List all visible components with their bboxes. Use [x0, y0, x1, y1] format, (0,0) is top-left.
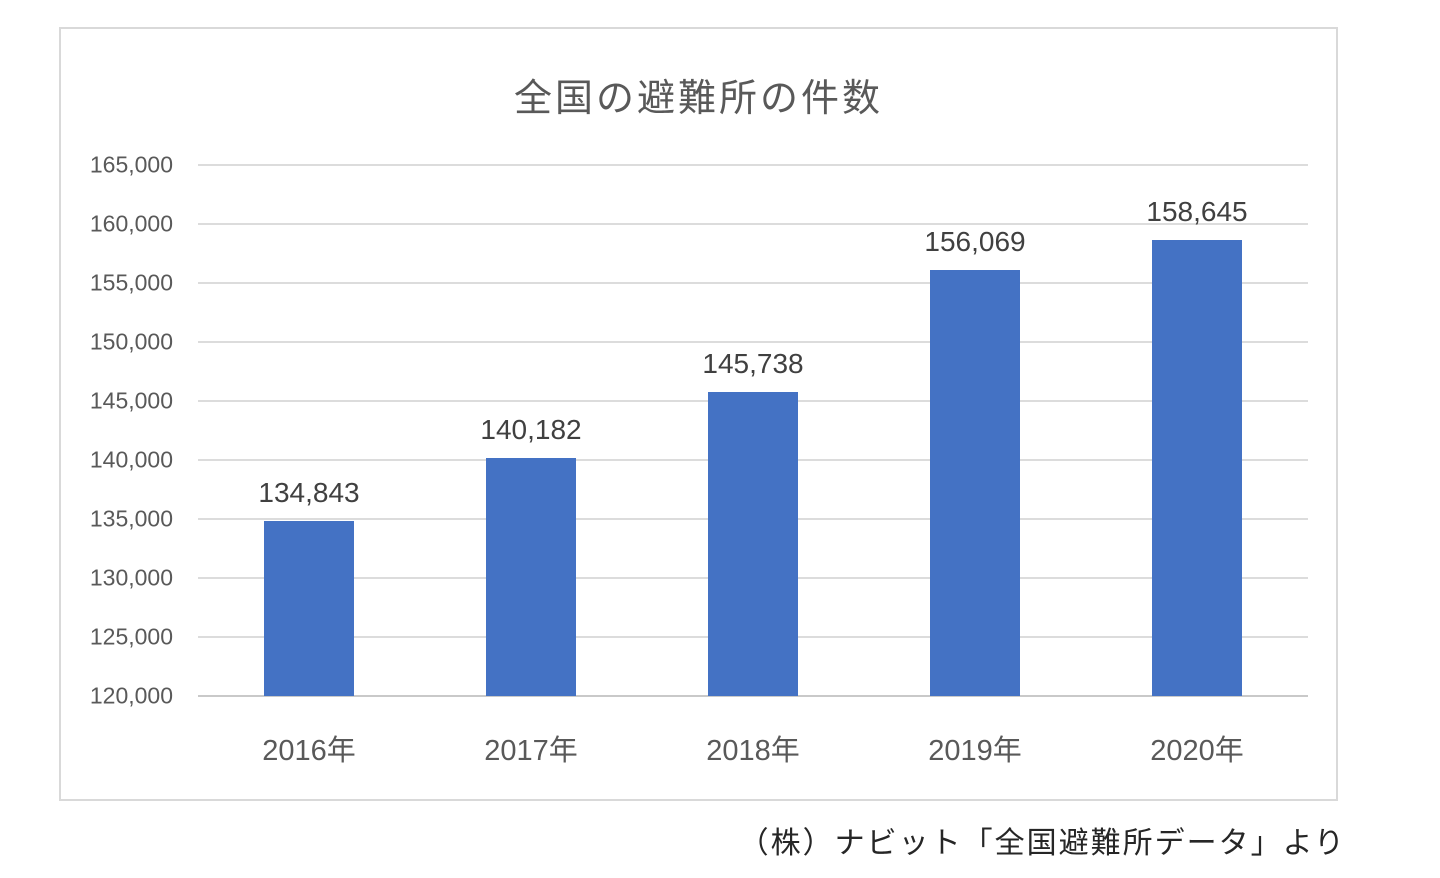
y-axis-label: 165,000	[89, 151, 173, 178]
y-axis-label: 150,000	[89, 328, 173, 355]
x-axis-label: 2019年	[928, 735, 1022, 767]
bar-slot: 134,843	[198, 165, 420, 696]
bar-slot: 156,069	[864, 165, 1086, 696]
y-axis-label: 120,000	[89, 682, 173, 709]
y-axis-label: 125,000	[89, 623, 173, 650]
plot-area: 134,843 140,182 145,738 156,069 158,645	[198, 164, 1308, 697]
gridline	[198, 164, 1308, 166]
x-axis: 2016年 2017年 2018年 2019年 2020年	[198, 729, 1308, 773]
bar-2017年	[486, 457, 576, 696]
bar-slot: 145,738	[642, 165, 864, 696]
bar-slot: 158,645	[1086, 165, 1308, 696]
y-axis-label: 140,000	[89, 446, 173, 473]
source-note: （株）ナビット「全国避難所データ」より	[738, 827, 1346, 860]
x-axis-label: 2016年	[262, 735, 356, 767]
bar-2018年	[708, 392, 798, 696]
gridline	[198, 341, 1308, 344]
y-axis-label: 130,000	[89, 564, 173, 591]
bar-2020年	[1152, 240, 1242, 696]
chart-title: 全国の避難所の件数	[513, 78, 883, 120]
chart-frame: 全国の避難所の件数 120,000 125,000 130,000 135,000 14…	[59, 27, 1338, 801]
bar-slot: 140,182	[420, 165, 642, 696]
y-axis: 120,000 125,000 130,000 135,000 140,000 145,0…	[61, 153, 173, 707]
x-axis-label: 2020年	[1150, 735, 1244, 767]
data-label: 145,738	[702, 348, 804, 380]
gridline	[198, 282, 1308, 284]
data-label: 158,645	[1146, 196, 1248, 227]
y-axis-label: 145,000	[89, 387, 173, 414]
y-axis-label: 160,000	[89, 210, 173, 237]
y-axis-label: 155,000	[89, 269, 173, 296]
x-axis-label: 2018年	[706, 735, 800, 767]
gridline	[198, 695, 1308, 697]
data-label: 156,069	[924, 226, 1026, 258]
gridline	[198, 223, 1308, 226]
bar-2019年	[930, 270, 1020, 696]
data-label: 140,182	[480, 413, 582, 445]
x-axis-label: 2017年	[484, 735, 578, 767]
bar-2016年	[264, 520, 354, 696]
y-axis-label: 135,000	[89, 505, 173, 532]
data-label: 134,843	[258, 476, 360, 508]
